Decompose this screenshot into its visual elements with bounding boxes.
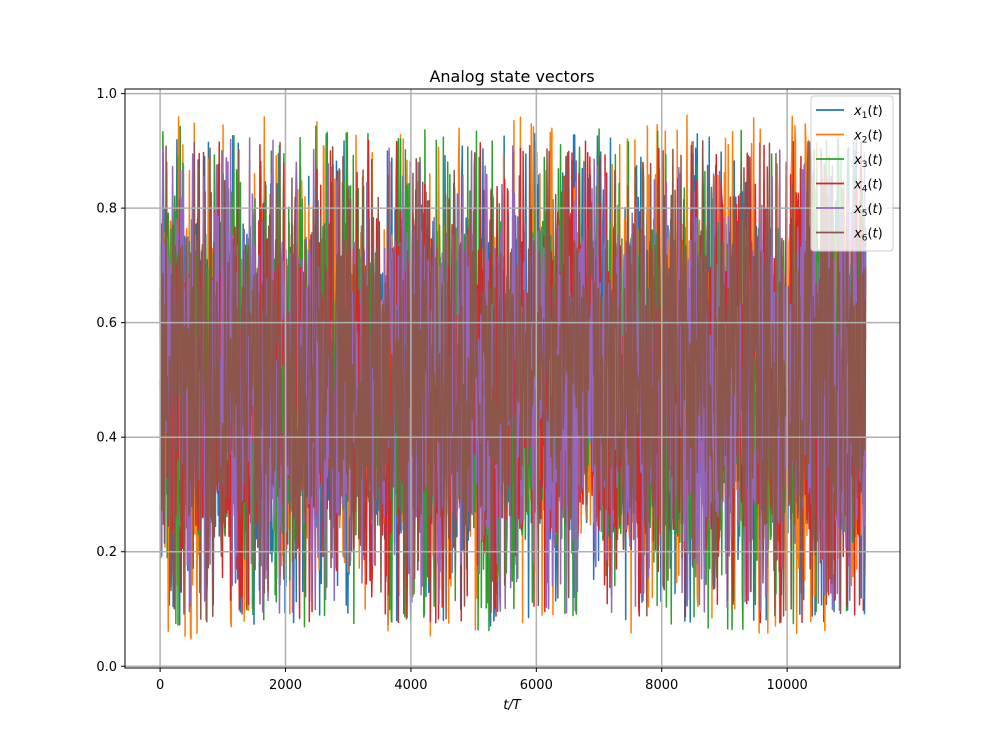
y-tick-label: 1.0 <box>96 87 117 102</box>
series-layer <box>159 114 867 640</box>
x-axis-label: t/T <box>503 698 521 713</box>
x-tick-label: 2000 <box>269 678 302 693</box>
axes-frame <box>124 88 901 669</box>
x-tick-label: 0 <box>156 678 164 693</box>
legend-label-x3: x3(t) <box>853 153 883 170</box>
series-line-x6 <box>159 140 867 623</box>
grid-layer <box>125 89 900 668</box>
legend-label-x1: x1(t) <box>853 104 883 121</box>
y-tick-label: 0.4 <box>96 431 117 446</box>
x-tick-label: 4000 <box>394 678 427 693</box>
y-tick-label: 0.8 <box>96 202 117 217</box>
y-tick-label: 0.2 <box>96 545 117 560</box>
x-tick-label: 6000 <box>520 678 553 693</box>
legend-label-x4: x4(t) <box>853 178 883 195</box>
plot-area <box>124 88 901 669</box>
legend-label-x6: x6(t) <box>853 227 883 244</box>
x-tick-label: 10000 <box>766 678 807 693</box>
legend-label-x5: x5(t) <box>853 202 883 219</box>
y-axis: 0.0 0.2 0.4 0.6 0.8 1.0 <box>96 87 125 675</box>
legend: x1(t) x2(t) x3(t) x4(t) x5(t) x6(t) <box>810 95 894 252</box>
x-axis: 0 2000 4000 6000 8000 10000 <box>156 668 808 693</box>
legend-label-x2: x2(t) <box>853 129 883 146</box>
y-tick-label: 0.6 <box>96 316 117 331</box>
chart-title: Analog state vectors <box>429 67 594 86</box>
y-tick-label: 0.0 <box>96 660 117 675</box>
x-tick-label: 8000 <box>645 678 678 693</box>
